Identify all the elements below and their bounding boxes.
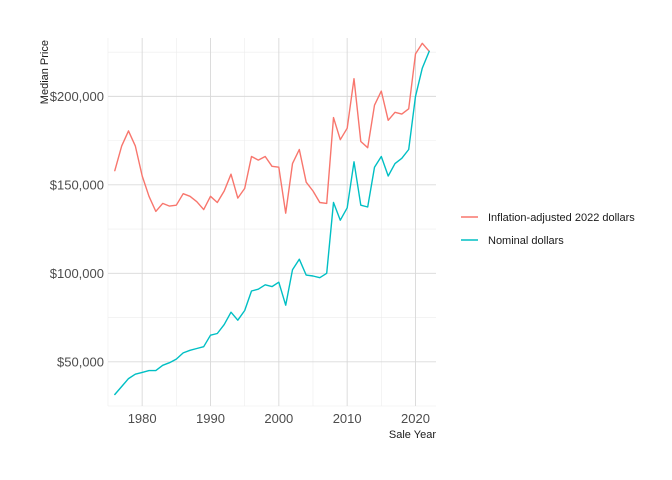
x-tick-label: 1990 [196,411,225,426]
y-tick-label: $50,000 [57,354,104,369]
major-gridlines-y [108,95,436,363]
legend: Inflation-adjusted 2022 dollars Nominal d… [461,212,635,247]
minor-gridlines-y [108,51,436,407]
x-tick-label: 1980 [128,411,157,426]
x-axis-tick-labels: 1980 1990 2000 2010 2020 [128,411,430,426]
major-gridlines-x [141,38,416,406]
y-tick-label: $150,000 [50,177,104,192]
legend-label-nominal: Nominal dollars [488,235,564,247]
y-tick-label: $100,000 [50,266,104,281]
y-axis-title: Median Price [39,40,51,104]
legend-label-inflation-adjusted: Inflation-adjusted 2022 dollars [488,212,635,224]
x-tick-label: 2010 [333,411,362,426]
x-tick-label: 2000 [264,411,293,426]
y-tick-label: $200,000 [50,89,104,104]
x-axis-title: Sale Year [389,429,436,441]
series-line-inflation-adjusted [114,42,430,214]
minor-gridlines-x [107,38,382,406]
y-axis-tick-labels: $50,000 $100,000 $150,000 $200,000 [50,89,104,369]
series-layer [114,42,430,396]
series-line-nominal [114,50,430,396]
x-tick-label: 2020 [401,411,430,426]
